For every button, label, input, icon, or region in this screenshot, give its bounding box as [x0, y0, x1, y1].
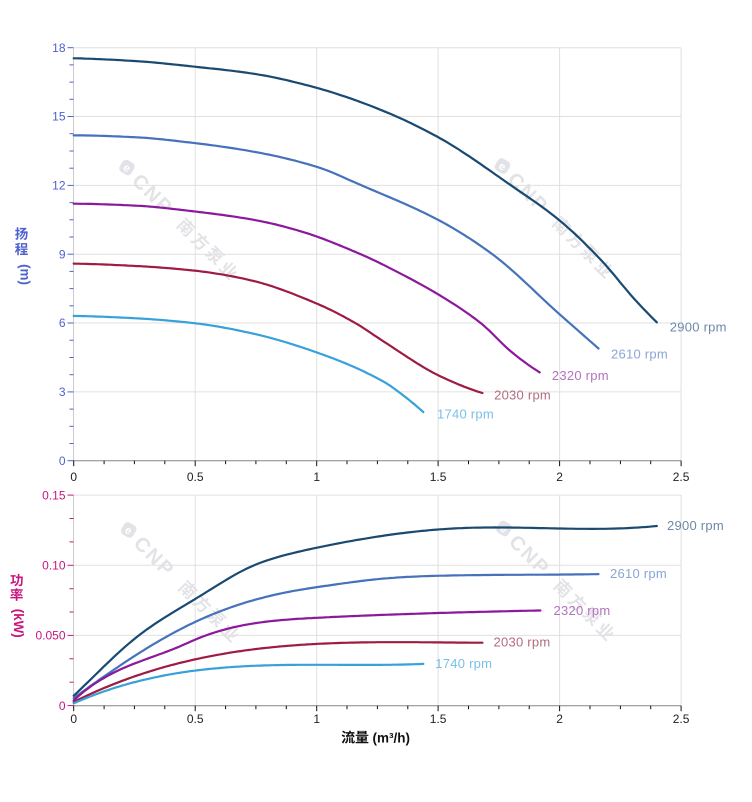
- svg-text:2.5: 2.5: [673, 470, 690, 484]
- svg-text:1.5: 1.5: [430, 712, 447, 726]
- svg-text:0.15: 0.15: [42, 488, 66, 502]
- svg-text:2320 rpm: 2320 rpm: [552, 368, 609, 383]
- svg-text:1.5: 1.5: [430, 470, 447, 484]
- svg-text:2030 rpm: 2030 rpm: [494, 635, 551, 650]
- svg-text:1740 rpm: 1740 rpm: [437, 407, 494, 422]
- svg-text:6: 6: [59, 316, 66, 330]
- svg-text:0: 0: [70, 712, 77, 726]
- svg-text:2610 rpm: 2610 rpm: [610, 566, 667, 581]
- svg-text:0: 0: [59, 699, 66, 713]
- svg-text:9: 9: [59, 247, 66, 261]
- svg-text:18: 18: [52, 41, 66, 55]
- svg-text:2900 rpm: 2900 rpm: [670, 319, 727, 334]
- svg-text:e: e: [496, 160, 507, 173]
- svg-text:1: 1: [313, 712, 320, 726]
- svg-text:0: 0: [59, 454, 66, 468]
- svg-text:0.5: 0.5: [187, 712, 204, 726]
- svg-text:3: 3: [59, 385, 66, 399]
- svg-text:2610 rpm: 2610 rpm: [611, 346, 668, 361]
- svg-text:e: e: [121, 162, 132, 175]
- svg-text:0.10: 0.10: [42, 559, 66, 573]
- svg-text:0.050: 0.050: [35, 629, 65, 643]
- svg-text:0: 0: [70, 470, 77, 484]
- svg-text:1740 rpm: 1740 rpm: [435, 656, 492, 671]
- svg-text:2320 rpm: 2320 rpm: [554, 603, 611, 618]
- svg-text:(m): (m): [18, 264, 33, 285]
- svg-text:2900 rpm: 2900 rpm: [667, 518, 724, 533]
- svg-text:2030 rpm: 2030 rpm: [494, 388, 551, 403]
- svg-text:15: 15: [52, 110, 66, 124]
- svg-text:12: 12: [52, 179, 66, 193]
- svg-text:(m³/h): (m³/h): [373, 731, 411, 746]
- svg-text:0.5: 0.5: [187, 470, 204, 484]
- svg-text:e: e: [498, 523, 509, 536]
- svg-text:2: 2: [556, 712, 563, 726]
- svg-text:1: 1: [313, 470, 320, 484]
- svg-text:(kW): (kW): [11, 609, 26, 638]
- svg-text:2.5: 2.5: [673, 712, 690, 726]
- svg-text:e: e: [122, 524, 133, 537]
- svg-text:2: 2: [556, 470, 563, 484]
